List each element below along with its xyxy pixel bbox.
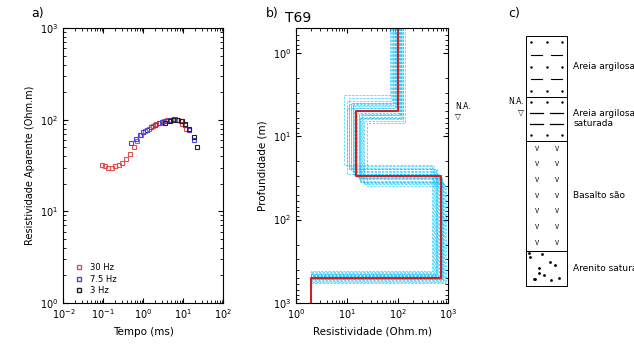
Legend: 30 Hz, 7.5 Hz, 3 Hz: 30 Hz, 7.5 Hz, 3 Hz: [68, 260, 120, 298]
Bar: [526, 141, 567, 251]
Text: c): c): [508, 7, 520, 20]
Text: b): b): [266, 7, 278, 20]
Text: Areia argilosa: Areia argilosa: [573, 62, 634, 71]
Text: V: V: [534, 161, 539, 167]
Text: a): a): [32, 7, 44, 20]
Text: V: V: [555, 177, 559, 183]
X-axis label: Tempo (ms): Tempo (ms): [113, 327, 174, 337]
Bar: [526, 97, 567, 141]
Text: Arenito saturado: Arenito saturado: [573, 264, 634, 273]
Text: N.A.
▽: N.A. ▽: [508, 97, 524, 116]
Text: N.A.
▽: N.A. ▽: [455, 102, 471, 121]
Text: T69: T69: [285, 11, 311, 25]
Text: V: V: [534, 146, 539, 152]
Text: V: V: [534, 208, 539, 214]
Bar: [526, 36, 567, 97]
Text: V: V: [555, 224, 559, 230]
Text: V: V: [555, 208, 559, 214]
Text: Basalto são: Basalto são: [573, 191, 625, 200]
Text: V: V: [555, 193, 559, 199]
Text: V: V: [534, 193, 539, 199]
Text: V: V: [555, 146, 559, 152]
Y-axis label: Resistividade Aparente (Ohm.m): Resistividade Aparente (Ohm.m): [25, 86, 35, 245]
Text: V: V: [534, 177, 539, 183]
Y-axis label: Profundidade (m): Profundidade (m): [257, 120, 267, 211]
X-axis label: Resistividade (Ohm.m): Resistividade (Ohm.m): [313, 327, 432, 337]
Text: Areia argilosa
saturada: Areia argilosa saturada: [573, 109, 634, 128]
Text: V: V: [555, 161, 559, 167]
Text: V: V: [534, 224, 539, 230]
Bar: [526, 251, 567, 286]
Text: V: V: [534, 240, 539, 246]
Text: V: V: [555, 240, 559, 246]
